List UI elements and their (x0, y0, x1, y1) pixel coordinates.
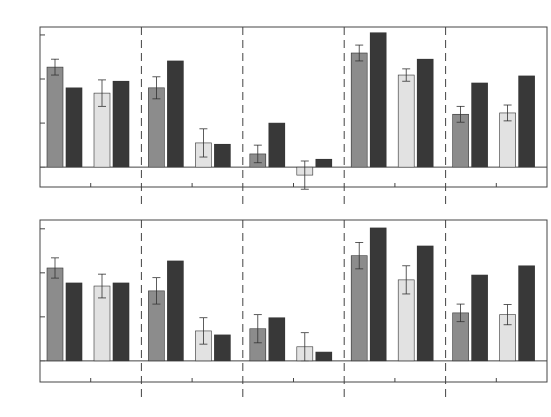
bar (148, 87, 165, 168)
bar (214, 334, 231, 362)
error-bar (51, 58, 59, 76)
bar (369, 32, 387, 168)
bar (315, 351, 333, 362)
bar (471, 274, 488, 362)
bar (167, 60, 184, 168)
bar (315, 158, 333, 168)
bar (268, 122, 286, 168)
error-bar (253, 314, 262, 344)
bar (397, 74, 415, 168)
error-bar (503, 104, 512, 122)
error-bar (199, 317, 208, 345)
bar (112, 80, 130, 168)
error-bar (456, 105, 465, 123)
error-bar (152, 76, 161, 100)
error-bar (402, 68, 411, 82)
error-bar (503, 304, 512, 326)
bar (350, 255, 368, 362)
bar (350, 52, 368, 168)
bar (46, 66, 64, 168)
error-bar (98, 79, 106, 107)
bar (112, 282, 130, 362)
bar (214, 143, 231, 168)
bar (416, 245, 434, 362)
bar (518, 75, 535, 168)
bar (46, 267, 64, 362)
error-bar (456, 303, 465, 323)
bar (65, 87, 83, 168)
bar (167, 260, 184, 362)
error-bar (300, 332, 309, 362)
bar (416, 58, 434, 168)
error-bar (152, 277, 161, 305)
error-bar (51, 257, 59, 279)
bar (65, 282, 83, 362)
error-bar (253, 144, 262, 164)
bar (268, 317, 286, 362)
bar (471, 82, 488, 168)
error-bar (199, 128, 208, 158)
error-bar (402, 265, 411, 295)
bar (518, 265, 535, 362)
error-bar (300, 160, 309, 190)
bar (369, 227, 387, 362)
error-bar (355, 44, 364, 62)
error-bar (98, 273, 106, 299)
error-bar (355, 242, 364, 270)
